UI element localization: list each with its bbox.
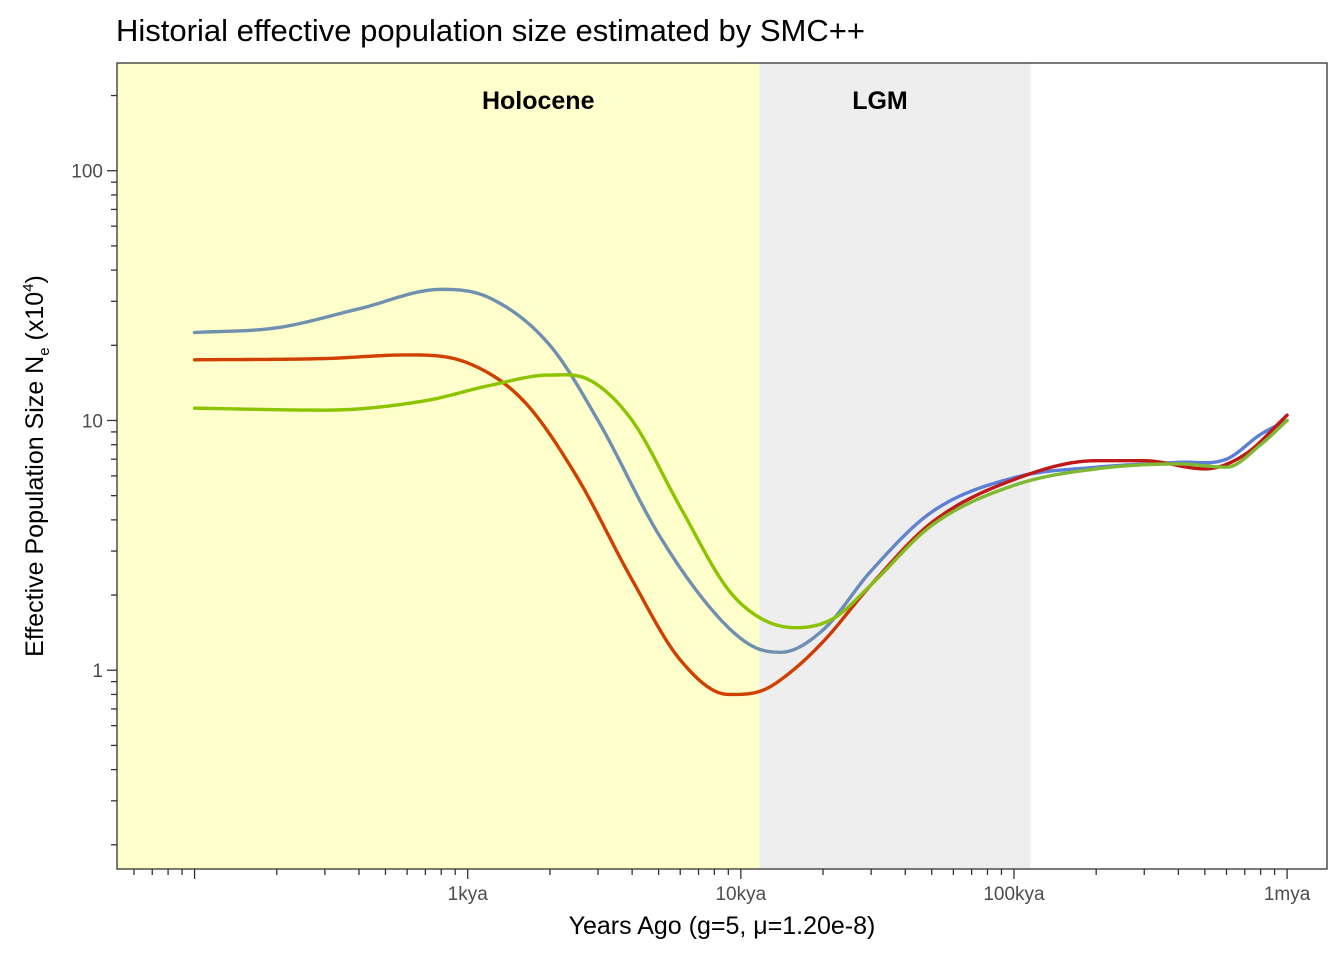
y-tick-label: 10 bbox=[82, 411, 103, 432]
y-axis-title-middle: (x10 bbox=[21, 292, 49, 348]
region-holocene bbox=[117, 63, 760, 869]
y-axis-title-superscript: 4 bbox=[20, 283, 37, 291]
x-tick-label: 100kya bbox=[983, 884, 1045, 905]
y-axis-title-suffix: ) bbox=[21, 275, 49, 283]
y-tick-label: 1 bbox=[92, 661, 103, 682]
series-lines bbox=[192, 287, 1289, 697]
plot-panel-border bbox=[116, 62, 1328, 870]
region-lgm bbox=[759, 63, 1031, 869]
background-regions: Holocene LGM bbox=[117, 63, 1031, 869]
y-axis-title: Effective Population Size Ne (x104) bbox=[20, 275, 53, 657]
series-line-3 bbox=[192, 373, 1289, 630]
chart-title: Historial effective population size esti… bbox=[116, 13, 865, 48]
x-axis: 1kya 10kya 100kya 1mya bbox=[133, 869, 1311, 905]
y-tick-label: 100 bbox=[71, 162, 103, 183]
series-line-2 bbox=[192, 353, 1289, 697]
x-tick-label: 1kya bbox=[448, 884, 489, 905]
y-axis: 1 10 100 bbox=[71, 94, 117, 846]
x-axis-title: Years Ago (g=5, μ=1.20e-8) bbox=[569, 912, 876, 940]
y-axis-title-subscript: e bbox=[36, 347, 53, 355]
x-tick-label: 1mya bbox=[1264, 884, 1311, 905]
y-axis-title-prefix: Effective Population Size N bbox=[21, 356, 49, 657]
region-label-holocene: Holocene bbox=[482, 87, 595, 115]
x-tick-label: 10kya bbox=[715, 884, 766, 905]
region-label-lgm: LGM bbox=[852, 87, 908, 115]
